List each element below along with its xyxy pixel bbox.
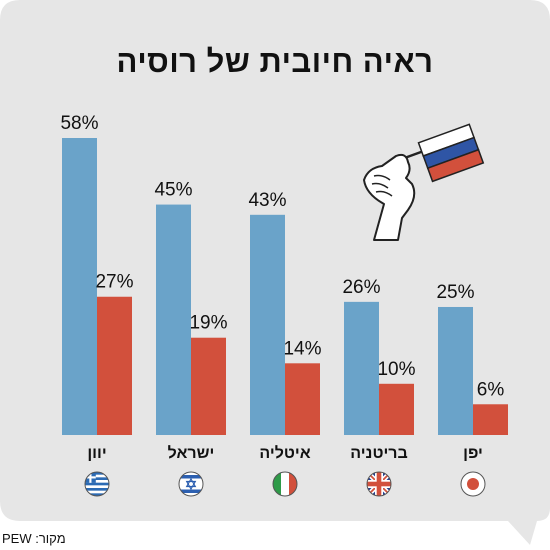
bar-value-label: 26% [342, 277, 380, 298]
bar-4-0 [438, 306, 473, 435]
italy-flag-icon [272, 471, 298, 497]
greece-flag-icon [84, 471, 110, 497]
bar-value-label: 58% [60, 113, 98, 134]
bar-1-1 [191, 337, 226, 435]
bar-2-1 [285, 363, 320, 435]
category-label: יפן [463, 445, 483, 462]
bar-value-label: 27% [95, 272, 133, 293]
category-label: ישראל [168, 444, 215, 462]
bar-0-0 [62, 138, 97, 435]
chart-title: ראיה חיובית של רוסיה [116, 44, 434, 79]
bar-value-label: 45% [154, 180, 192, 201]
bar-3-0 [344, 301, 379, 435]
bar-value-label: 19% [189, 313, 227, 334]
category-label: איטליה [259, 444, 310, 462]
bar-value-label: 14% [283, 338, 321, 359]
uk-flag-icon [366, 471, 392, 497]
bar-4-1 [473, 404, 508, 435]
hand-holding-russian-flag-icon [363, 123, 485, 241]
bar-value-label: 10% [377, 359, 415, 380]
bar-3-1 [379, 383, 414, 435]
bar-value-label: 43% [248, 190, 286, 211]
source-note: מקור: PEW [2, 531, 66, 546]
bar-2-0 [250, 214, 285, 435]
bar-value-label: 25% [436, 282, 474, 303]
category-label: בריטניה [350, 445, 408, 462]
category-label: יוון [87, 445, 106, 462]
bar-0-1 [97, 296, 132, 435]
bar-1-0 [156, 204, 191, 435]
bar-value-label: 6% [477, 379, 505, 400]
japan-flag-icon [460, 471, 486, 497]
israel-flag-icon [178, 471, 204, 497]
